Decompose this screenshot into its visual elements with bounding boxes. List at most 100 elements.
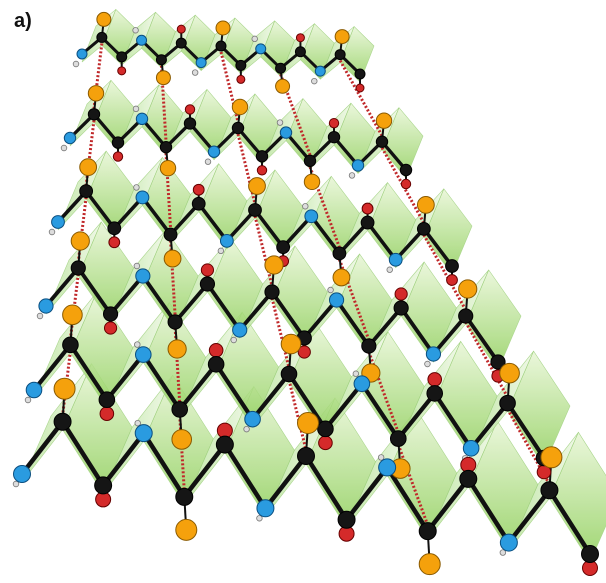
side-chain-atom [419,554,440,575]
carbon-atom [168,315,182,329]
carbon-atom [582,546,599,563]
nitrogen-atom [136,269,150,283]
carbon-atom [256,151,267,162]
oxygen-atom [401,179,410,188]
carbon-atom [390,431,406,447]
hydrogen-atom [133,106,139,112]
hydrogen-atom [37,313,43,319]
carbon-atom [80,185,93,198]
carbon-atom [333,247,346,260]
carbon-atom [361,216,374,229]
nitrogen-atom [379,459,396,476]
carbon-atom [446,260,459,273]
nitrogen-atom [256,44,266,54]
carbon-atom [95,477,112,494]
carbon-atom [176,488,193,505]
oxygen-atom [319,436,333,450]
side-chain-atom [541,447,562,468]
carbon-atom [54,413,71,430]
carbon-atom [99,392,115,408]
side-chain-atom [276,79,290,93]
carbon-atom [328,131,339,142]
oxygen-atom [329,118,338,127]
nitrogen-atom [196,58,206,68]
oxygen-atom [362,203,373,214]
carbon-atom [281,366,297,382]
carbon-atom [71,261,85,275]
hydrogen-atom [425,361,431,367]
carbon-atom [184,118,195,129]
side-chain-atom [172,430,192,450]
carbon-atom [216,41,226,51]
hydrogen-atom [311,78,317,84]
side-chain-atom [80,159,97,176]
side-chain-atom [265,256,283,274]
carbon-atom [276,63,286,73]
carbon-atom [394,301,408,315]
nitrogen-atom [463,440,479,456]
carbon-atom [459,309,473,323]
carbon-atom [249,204,262,217]
side-chain-atom [232,99,247,114]
hydrogen-atom [25,397,31,403]
nitrogen-atom [245,411,261,427]
side-chain-atom [216,21,230,35]
nitrogen-atom [329,293,343,307]
carbon-atom [117,52,127,62]
carbon-atom [176,38,186,48]
oxygen-atom [428,373,442,387]
oxygen-atom [209,343,223,357]
oxygen-atom [447,275,458,286]
nitrogen-atom [14,466,31,483]
side-chain-atom [54,378,75,399]
carbon-atom [541,482,558,499]
side-chain-atom [88,86,103,101]
nitrogen-atom [137,35,147,45]
nitrogen-atom [208,146,219,157]
carbon-atom [160,141,171,152]
carbon-atom [63,337,79,353]
hydrogen-atom [349,173,355,179]
oxygen-atom [257,166,266,175]
carbon-atom [208,356,224,372]
carbon-atom [200,277,214,291]
carbon-atom [88,109,99,120]
side-chain-atom [500,363,520,383]
carbon-atom [400,164,411,175]
hydrogen-atom [302,203,308,209]
side-chain-atom [335,30,349,44]
carbon-atom [355,69,365,79]
carbon-atom [164,228,177,241]
carbon-atom [108,222,121,235]
nitrogen-atom [305,210,318,223]
carbon-atom [236,60,246,70]
nitrogen-atom [233,323,247,337]
carbon-atom [298,448,315,465]
oxygen-atom [201,264,213,276]
nitrogen-atom [39,299,53,313]
nitrogen-atom [135,347,151,363]
hydrogen-atom [134,263,140,269]
carbon-atom [335,50,345,60]
side-chain-atom [281,334,301,354]
side-chain-atom [97,12,111,26]
carbon-atom [417,222,430,235]
nitrogen-atom [354,376,370,392]
carbon-atom [338,511,355,528]
oxygen-atom [104,322,116,334]
side-chain-atom [417,196,434,213]
hydrogen-atom [353,371,359,377]
carbon-atom [277,241,290,254]
carbon-atom [103,307,117,321]
figure: a) [0,0,606,583]
oxygen-atom [109,237,120,248]
carbon-atom [232,122,243,133]
hydrogen-atom [61,145,67,151]
side-chain-atom [459,280,477,298]
side-chain-atom [304,174,319,189]
hydrogen-atom [387,267,393,273]
nitrogen-atom [26,382,42,398]
oxygen-atom [100,407,114,421]
oxygen-atom [185,105,194,114]
nitrogen-atom [426,347,440,361]
